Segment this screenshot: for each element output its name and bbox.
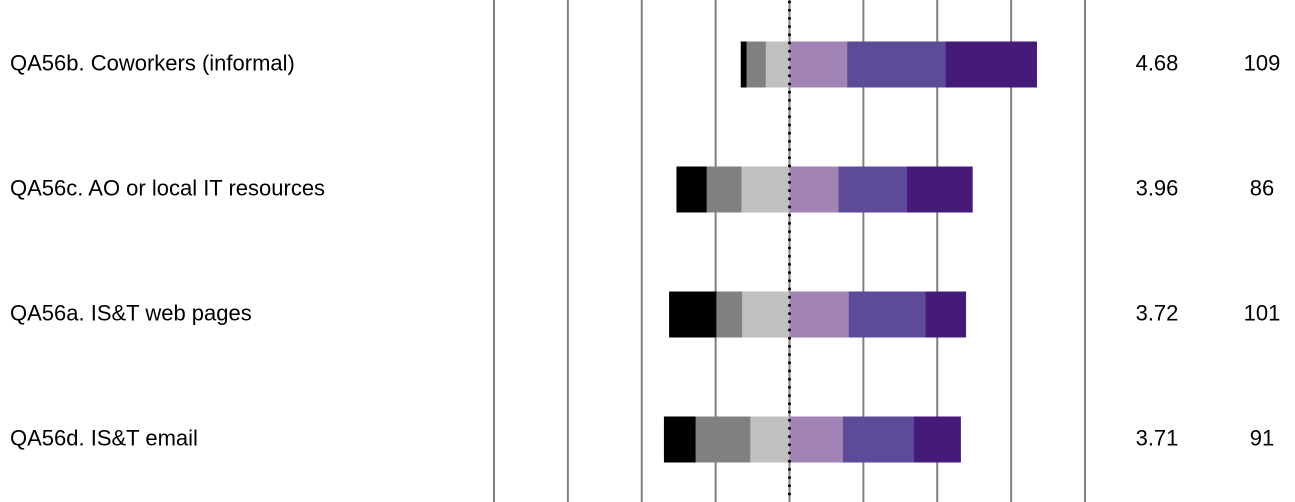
bar-segment <box>945 41 1037 88</box>
bar-segment <box>765 41 790 88</box>
bar-segment <box>913 416 961 463</box>
n-value: 86 <box>1250 175 1274 200</box>
bar-segment <box>676 166 707 213</box>
bar-segment <box>789 166 839 213</box>
bar-segment <box>741 166 790 213</box>
category-label: QA56a. IS&T web pages <box>10 300 252 325</box>
n-value: 101 <box>1244 300 1281 325</box>
bar-segment <box>706 166 742 213</box>
bar-segment <box>848 291 926 338</box>
bar-segment <box>838 166 907 213</box>
category-label: QA56b. Coworkers (informal) <box>10 50 295 75</box>
n-value: 91 <box>1250 425 1274 450</box>
mean-value: 3.71 <box>1136 425 1179 450</box>
category-label: QA56c. AO or local IT resources <box>10 175 325 200</box>
bar-segment <box>695 416 751 463</box>
bar-segment <box>847 41 946 88</box>
bar-segment <box>750 416 790 463</box>
bar-segment <box>789 291 849 338</box>
bar-segment <box>925 291 967 338</box>
category-label: QA56d. IS&T email <box>10 425 198 450</box>
bar-segment <box>789 41 848 88</box>
bar-segment <box>669 291 717 338</box>
bar-segment <box>842 416 914 463</box>
bar-segment <box>740 41 747 88</box>
bar-segment <box>746 41 766 88</box>
bar-segment <box>742 291 790 338</box>
mean-value: 3.96 <box>1136 175 1179 200</box>
bar-segment <box>906 166 973 213</box>
n-value: 109 <box>1244 50 1281 75</box>
mean-value: 3.72 <box>1136 300 1179 325</box>
bar-segment <box>663 416 696 463</box>
mean-value: 4.68 <box>1136 50 1179 75</box>
bar-segment <box>789 416 843 463</box>
bar-segment <box>716 291 743 338</box>
